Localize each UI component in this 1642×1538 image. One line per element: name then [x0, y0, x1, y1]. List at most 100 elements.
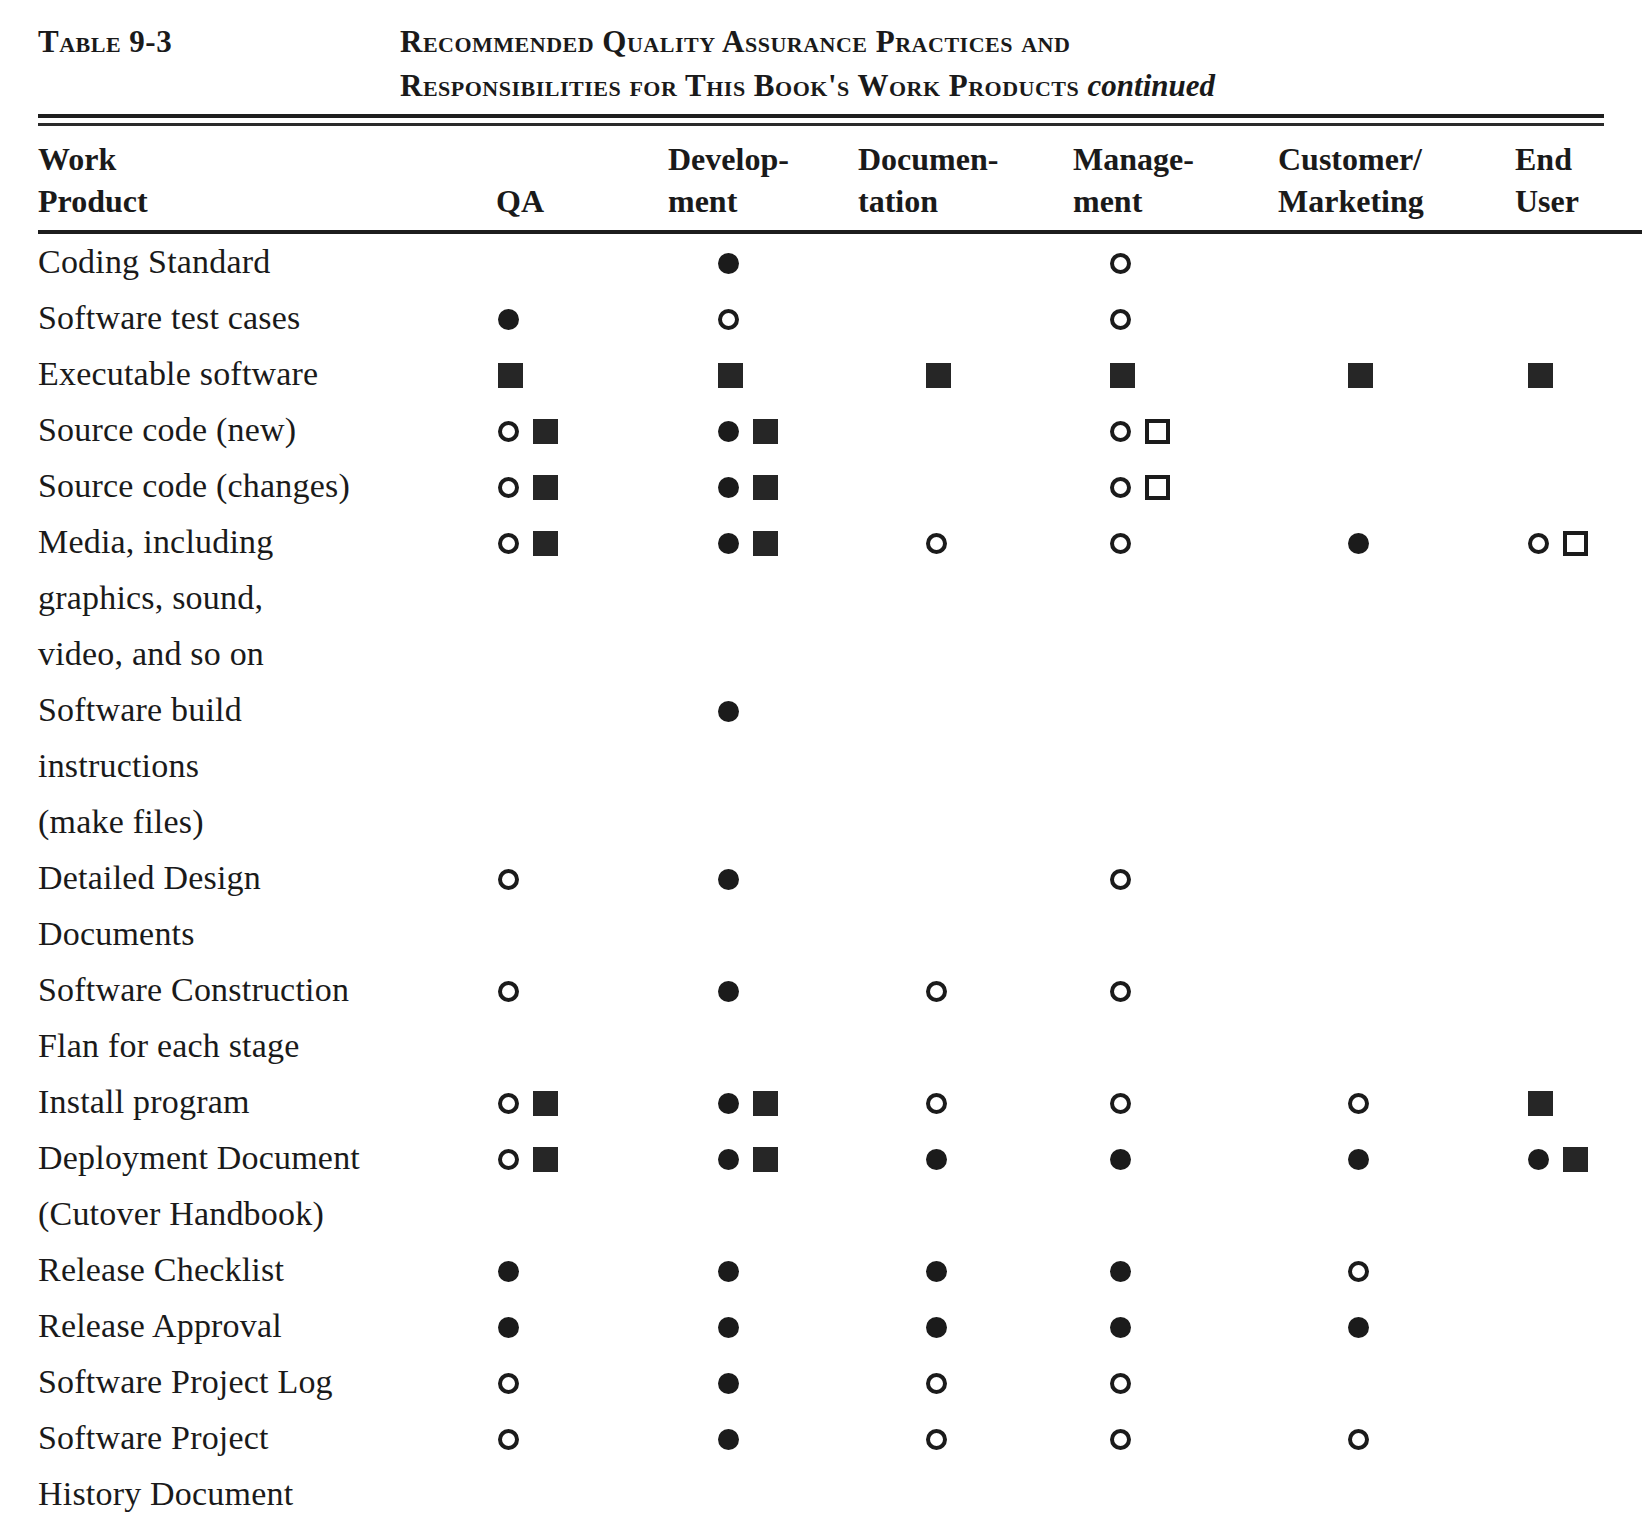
- cell-development: [668, 346, 858, 402]
- work-product-label: Executable software: [38, 346, 468, 402]
- cell-qa: [468, 1298, 668, 1354]
- open-circle-icon: [498, 869, 519, 890]
- filled-square-icon: [926, 363, 951, 388]
- work-product-label: Install program: [38, 1074, 468, 1130]
- cell-end_user: [1503, 290, 1642, 346]
- filled-square-icon: [753, 1091, 778, 1116]
- table-title: Recommended Quality Assurance Practices …: [400, 20, 1215, 108]
- table-body: Coding StandardSoftware test casesExecut…: [38, 232, 1642, 1522]
- cell-customer_marketing: [1278, 290, 1503, 346]
- work-product-label: Software ConstructionFlan for each stage: [38, 962, 468, 1074]
- cell-qa: [468, 402, 668, 458]
- filled-circle-icon: [718, 701, 739, 722]
- cell-customer_marketing: [1278, 850, 1503, 962]
- work-product-label: Deployment Document(Cutover Handbook): [38, 1130, 468, 1242]
- column-header-documentation: Documen-tation: [858, 126, 1068, 232]
- table-row: Software Project Log: [38, 1354, 1642, 1410]
- column-header-qa: QA: [468, 126, 668, 232]
- cell-development: [668, 850, 858, 962]
- cell-documentation: [858, 962, 1068, 1074]
- cell-management: [1068, 402, 1278, 458]
- cell-development: [668, 232, 858, 290]
- cell-qa: [468, 458, 668, 514]
- work-product-label: Source code (new): [38, 402, 468, 458]
- cell-management: [1068, 1242, 1278, 1298]
- work-product-label: Software test cases: [38, 290, 468, 346]
- cell-customer_marketing: [1278, 1410, 1503, 1522]
- work-product-label: Media, includinggraphics, sound,video, a…: [38, 514, 468, 682]
- cell-end_user: [1503, 232, 1642, 290]
- cell-documentation: [858, 1354, 1068, 1410]
- cell-end_user: [1503, 682, 1642, 850]
- cell-qa: [468, 346, 668, 402]
- title-line-2: Responsibilities for This Book's Work Pr…: [400, 64, 1215, 108]
- open-circle-icon: [1110, 1093, 1131, 1114]
- column-header-development: Develop-ment: [668, 126, 858, 232]
- open-circle-icon: [498, 1149, 519, 1170]
- cell-development: [668, 1354, 858, 1410]
- table-row: Coding Standard: [38, 232, 1642, 290]
- table-row: Release Approval: [38, 1298, 1642, 1354]
- cell-management: [1068, 290, 1278, 346]
- table-caption: Table 9-3 Recommended Quality Assurance …: [38, 20, 1602, 108]
- open-square-icon: [1563, 531, 1588, 556]
- cell-documentation: [858, 1410, 1068, 1522]
- work-product-label: Release Approval: [38, 1298, 468, 1354]
- open-circle-icon: [498, 421, 519, 442]
- cell-customer_marketing: [1278, 514, 1503, 682]
- open-circle-icon: [498, 1373, 519, 1394]
- cell-end_user: [1503, 1074, 1642, 1130]
- filled-circle-icon: [498, 1261, 519, 1282]
- open-circle-icon: [1110, 1429, 1131, 1450]
- open-circle-icon: [1348, 1261, 1369, 1282]
- cell-end_user: [1503, 1354, 1642, 1410]
- filled-circle-icon: [718, 1317, 739, 1338]
- cell-qa: [468, 1354, 668, 1410]
- filled-circle-icon: [498, 309, 519, 330]
- filled-square-icon: [718, 363, 743, 388]
- filled-circle-icon: [718, 869, 739, 890]
- cell-customer_marketing: [1278, 346, 1503, 402]
- table-header: WorkProductQADevelop-mentDocumen-tationM…: [38, 126, 1642, 232]
- cell-end_user: [1503, 1130, 1642, 1242]
- open-circle-icon: [498, 533, 519, 554]
- cell-management: [1068, 1298, 1278, 1354]
- cell-customer_marketing: [1278, 1074, 1503, 1130]
- filled-circle-icon: [498, 1317, 519, 1338]
- filled-circle-icon: [926, 1261, 947, 1282]
- filled-square-icon: [533, 419, 558, 444]
- open-circle-icon: [1110, 309, 1131, 330]
- filled-circle-icon: [718, 533, 739, 554]
- column-header-end_user: EndUser: [1503, 126, 1642, 232]
- cell-end_user: [1503, 402, 1642, 458]
- open-circle-icon: [1528, 533, 1549, 554]
- filled-square-icon: [1528, 1091, 1553, 1116]
- cell-development: [668, 458, 858, 514]
- work-product-label: Software Project Log: [38, 1354, 468, 1410]
- table-row: Software test cases: [38, 290, 1642, 346]
- filled-circle-icon: [1528, 1149, 1549, 1170]
- open-circle-icon: [926, 533, 947, 554]
- filled-circle-icon: [1348, 533, 1369, 554]
- cell-documentation: [858, 514, 1068, 682]
- table-row: Source code (changes): [38, 458, 1642, 514]
- cell-documentation: [858, 402, 1068, 458]
- open-circle-icon: [718, 309, 739, 330]
- cell-end_user: [1503, 346, 1642, 402]
- table-row: Software ConstructionFlan for each stage: [38, 962, 1642, 1074]
- cell-customer_marketing: [1278, 1354, 1503, 1410]
- filled-circle-icon: [1348, 1149, 1369, 1170]
- filled-square-icon: [1528, 363, 1553, 388]
- top-double-rule: [38, 114, 1604, 126]
- open-circle-icon: [926, 1093, 947, 1114]
- table-row: Executable software: [38, 346, 1642, 402]
- filled-circle-icon: [718, 1373, 739, 1394]
- filled-circle-icon: [718, 1149, 739, 1170]
- cell-documentation: [858, 232, 1068, 290]
- filled-square-icon: [1563, 1147, 1588, 1172]
- filled-circle-icon: [1110, 1317, 1131, 1338]
- cell-management: [1068, 514, 1278, 682]
- open-circle-icon: [926, 1373, 947, 1394]
- cell-qa: [468, 962, 668, 1074]
- cell-end_user: [1503, 514, 1642, 682]
